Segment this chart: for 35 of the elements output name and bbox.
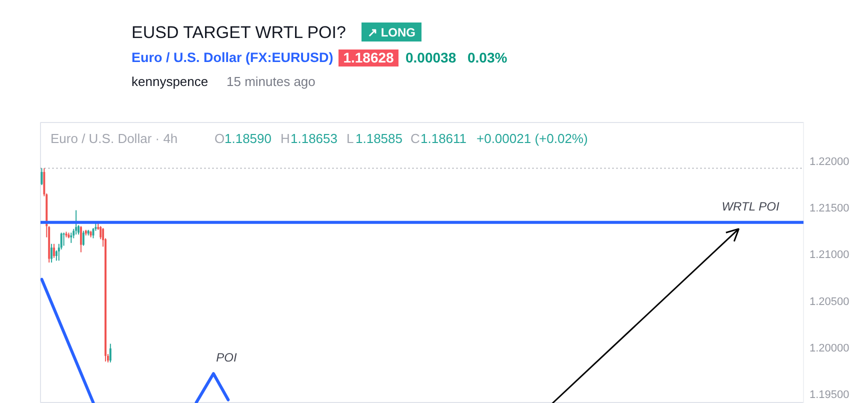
annotation: C [410, 131, 420, 146]
ref-line-label: WRTL POI [722, 199, 780, 214]
candlestick [80, 226, 82, 253]
annotation: Euro / U.S. Dollar · 4h [50, 131, 178, 146]
annotation: 1.18590 [224, 131, 272, 146]
text: kennyspence [132, 74, 208, 89]
candlestick [50, 243, 53, 264]
annotation: +0.00021 (+0.02%) [476, 131, 588, 146]
y-tick-label: 1.22000 [810, 156, 850, 168]
text: 0.03% [468, 50, 508, 66]
candlestick [53, 243, 55, 258]
candlestick [62, 232, 65, 246]
y-tick-label: 1.19500 [810, 389, 850, 402]
text: 1.18628 [343, 50, 394, 66]
text: 0.00038 [406, 50, 456, 66]
y-tick-label: 1.21500 [810, 202, 850, 214]
chart-title: EUSD TARGET WRTL POI? [132, 23, 346, 42]
y-tick-label: 1.21000 [810, 249, 850, 262]
candlestick [109, 343, 112, 363]
annotation: H [280, 131, 290, 146]
candlestick [40, 168, 43, 186]
candlestick [70, 232, 72, 244]
chart-subtitle: Euro / U.S. Dollar (FX:EURUSD) [132, 50, 334, 65]
annotation: 1.18653 [290, 131, 338, 146]
candlestick [82, 230, 84, 246]
annotation: 1.18585 [356, 131, 402, 146]
text: 15 minutes ago [226, 74, 316, 89]
text: ↗ LONG [368, 26, 416, 40]
annotation: 1.18611 [420, 131, 467, 146]
annotation: O [214, 131, 225, 146]
y-tick-label: 1.20500 [810, 296, 850, 308]
annotation: L [346, 131, 354, 146]
annotation: POI [216, 350, 238, 364]
candlestick [75, 210, 78, 236]
y-tick-label: 1.20000 [810, 342, 850, 354]
